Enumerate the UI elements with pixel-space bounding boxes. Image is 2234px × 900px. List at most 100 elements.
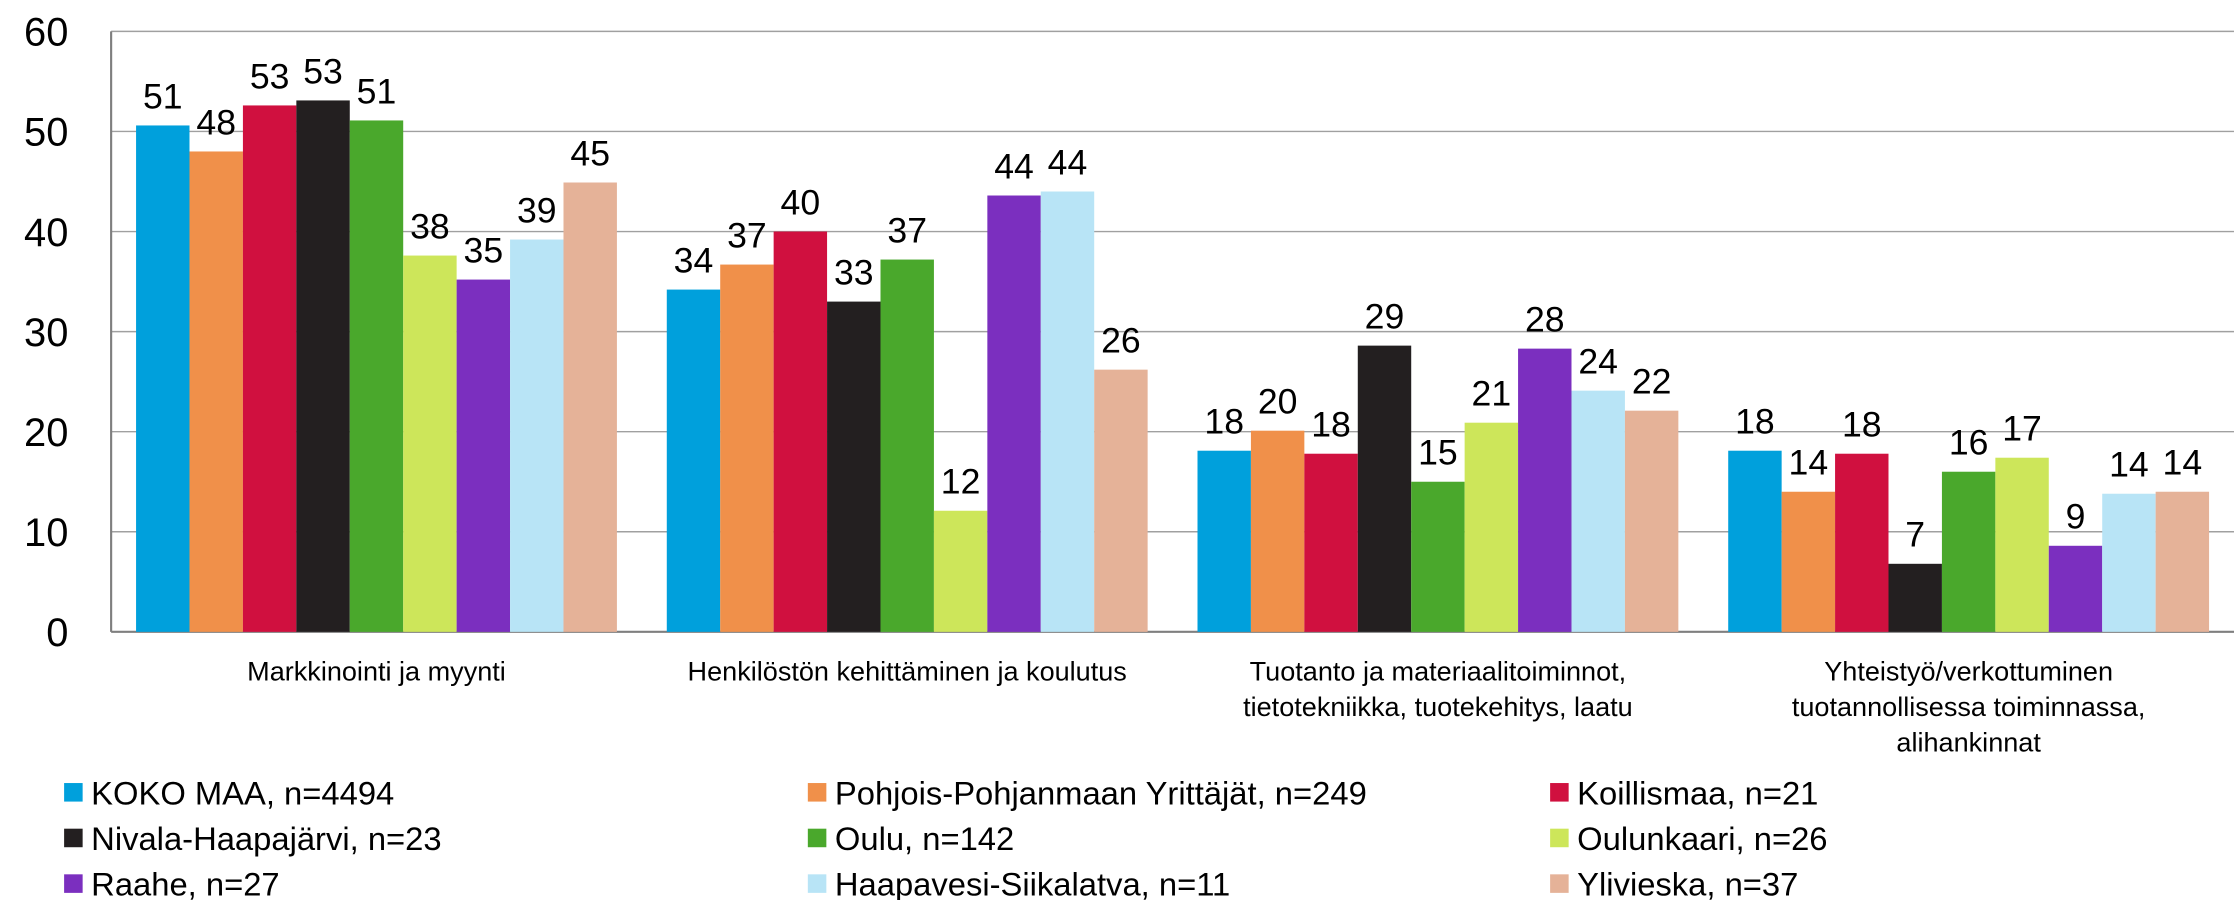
bar	[827, 301, 881, 632]
value-label: 17	[2002, 409, 2042, 449]
value-label: 40	[781, 182, 821, 222]
value-label: 39	[517, 190, 557, 230]
bar	[1571, 390, 1625, 632]
x-tick-label: Henkilöstön kehittäminen ja koulutus	[688, 655, 1127, 686]
value-label: 33	[834, 252, 874, 292]
value-label: 37	[727, 215, 767, 255]
x-tick-label: Tuotanto ja materiaalitoiminnot,	[1250, 655, 1627, 686]
value-label: 9	[2066, 497, 2086, 537]
legend-marker	[1550, 874, 1569, 893]
value-label: 28	[1525, 299, 1565, 339]
value-label: 45	[570, 133, 610, 173]
value-label: 51	[143, 76, 183, 116]
legend-label: Oulunkaari, n=26	[1577, 820, 1827, 857]
legend-marker	[1550, 828, 1569, 848]
bar	[349, 120, 404, 632]
bar	[1888, 563, 1942, 632]
bar	[563, 182, 617, 632]
bar	[1094, 369, 1148, 632]
legend-label: KOKO MAA, n=4494	[91, 774, 394, 811]
bar	[1941, 471, 1996, 632]
legend-label: Nivala-Haapajärvi, n=23	[91, 820, 441, 857]
value-label: 18	[1204, 402, 1244, 442]
legend-label: Haapavesi-Siikalatva, n=11	[835, 866, 1230, 900]
bar	[1995, 457, 2049, 632]
value-label: 14	[2109, 445, 2149, 485]
value-label: 14	[2163, 443, 2203, 483]
bar	[1411, 481, 1465, 632]
value-label: 44	[994, 146, 1034, 186]
bar	[1518, 348, 1572, 632]
bar	[1197, 450, 1251, 632]
x-tick-label: alihankinnat	[1896, 727, 2041, 758]
bar	[987, 195, 1041, 632]
bar	[456, 279, 511, 632]
value-label: 21	[1472, 374, 1512, 414]
bar	[1464, 422, 1519, 632]
y-tick-label: 50	[24, 111, 68, 155]
x-tick-label: tietotekniikka, tuotekehitys, laatu	[1243, 691, 1633, 722]
value-label: 51	[357, 71, 397, 111]
value-label: 53	[303, 51, 343, 91]
y-tick-label: 10	[24, 511, 68, 555]
bar	[136, 125, 190, 632]
bar	[189, 151, 243, 632]
bar	[1728, 450, 1782, 632]
legend-marker	[1550, 783, 1569, 802]
bar	[296, 100, 350, 632]
value-label: 16	[1949, 423, 1989, 463]
value-label: 24	[1578, 342, 1618, 382]
bar	[510, 239, 564, 632]
y-tick-label: 30	[24, 311, 68, 355]
value-label: 29	[1365, 296, 1405, 336]
value-label: 18	[1842, 405, 1882, 445]
legend-marker	[807, 783, 827, 802]
bar	[1624, 410, 1679, 632]
x-tick-label: Yhteistyö/verkottuminen	[1824, 655, 2113, 686]
value-label: 14	[1789, 443, 1829, 483]
legend-marker	[64, 874, 83, 893]
value-label: 38	[410, 206, 450, 246]
legend-marker	[807, 828, 827, 848]
y-tick-label: 20	[24, 411, 68, 455]
bar	[880, 259, 934, 632]
bar	[1357, 345, 1412, 632]
bar	[1250, 430, 1305, 632]
value-label: 44	[1048, 142, 1088, 182]
y-tick-label: 0	[46, 611, 68, 655]
bar	[1781, 491, 1836, 632]
value-label: 18	[1735, 402, 1775, 442]
bar	[242, 105, 297, 632]
bar	[2048, 545, 2103, 632]
bar	[1304, 453, 1358, 632]
legend-marker	[64, 828, 83, 848]
legend-label: Raahe, n=27	[91, 866, 279, 900]
bar	[2102, 493, 2156, 632]
value-label: 26	[1101, 321, 1141, 361]
bar	[1040, 191, 1095, 632]
value-label: 37	[887, 210, 927, 250]
bar	[1835, 453, 1889, 632]
value-label: 15	[1418, 433, 1458, 473]
value-label: 22	[1632, 362, 1672, 402]
value-label: 18	[1311, 405, 1351, 445]
legend-label: Koillismaa, n=21	[1577, 774, 1818, 811]
legend-label: Pohjois-Pohjanmaan Yrittäjät, n=249	[835, 774, 1367, 811]
bar	[666, 289, 721, 632]
value-label: 34	[674, 240, 714, 280]
legend-label: Oulu, n=142	[835, 820, 1014, 857]
value-label: 53	[250, 56, 290, 96]
value-label: 35	[464, 230, 504, 270]
value-label: 20	[1258, 382, 1298, 422]
bar	[720, 264, 774, 632]
legend-marker	[807, 874, 827, 893]
y-tick-label: 40	[24, 211, 68, 255]
value-label: 7	[1905, 515, 1925, 555]
value-label: 12	[941, 462, 981, 502]
bar	[2155, 491, 2210, 632]
x-tick-label: tuotannollisessa toiminnassa,	[1792, 691, 2146, 722]
bar	[773, 231, 828, 632]
y-tick-label: 60	[24, 11, 68, 55]
